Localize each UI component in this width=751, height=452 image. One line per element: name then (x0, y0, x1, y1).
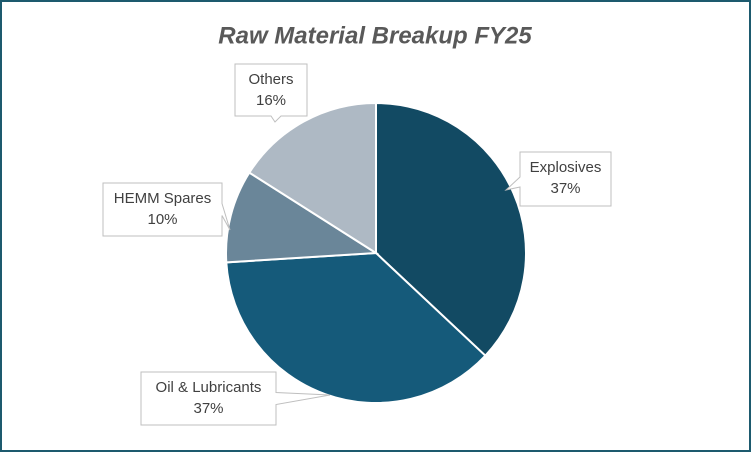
pie-slice (375, 101, 527, 358)
chart-title: Raw Material Breakup FY25 (218, 22, 532, 49)
data-label-value: 37% (550, 180, 580, 197)
data-label-name: Others (248, 71, 293, 88)
pie-slice (225, 171, 380, 264)
data-label-name: Oil & Lubricants (156, 379, 262, 396)
pie-slice (225, 251, 487, 404)
pie-slice (247, 101, 377, 255)
data-label-value: 16% (256, 92, 286, 109)
callout-box (234, 63, 308, 123)
callout-box (102, 182, 231, 237)
data-label-name: HEMM Spares (114, 190, 212, 207)
data-label-value: 37% (193, 400, 223, 417)
callout-box (504, 151, 612, 207)
callout-box (140, 371, 331, 426)
data-label-value: 10% (147, 211, 177, 228)
data-label-name: Explosives (530, 159, 602, 176)
